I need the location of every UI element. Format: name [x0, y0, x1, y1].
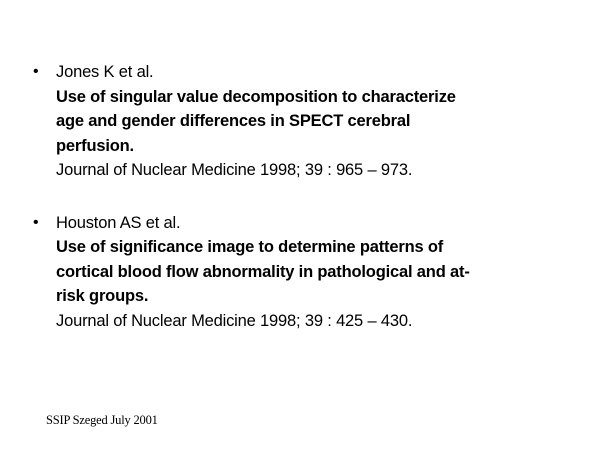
- reference-title-line: cortical blood flow abnormality in patho…: [56, 262, 470, 281]
- reference-title-line: Use of significance image to determine p…: [56, 238, 444, 256]
- reference-title-line: perfusion.: [56, 136, 134, 155]
- reference-title-line: age and gender differences in SPECT cere…: [56, 112, 411, 130]
- bullet-point-icon: •: [33, 63, 39, 80]
- reference-authors: Houston AS et al.: [56, 213, 181, 232]
- slide-footer: SSIP Szeged July 2001: [46, 413, 158, 427]
- bullet-point-icon: •: [33, 213, 39, 231]
- reference-title-line: Use of singular value decomposition to c…: [56, 87, 456, 106]
- list-item: • Houston AS et al. Use of significance …: [28, 211, 580, 334]
- reference-authors: Jones K et al.: [56, 63, 154, 81]
- list-item: • Jones K et al. Use of singular value d…: [28, 60, 580, 183]
- reference-source: Journal of Nuclear Medicine 1998; 39 : 9…: [56, 161, 413, 179]
- reference-title-line: risk groups.: [56, 287, 149, 305]
- reference-source: Journal of Nuclear Medicine 1998; 39 : 4…: [56, 311, 413, 330]
- reference-list: • Jones K et al. Use of singular value d…: [28, 60, 580, 333]
